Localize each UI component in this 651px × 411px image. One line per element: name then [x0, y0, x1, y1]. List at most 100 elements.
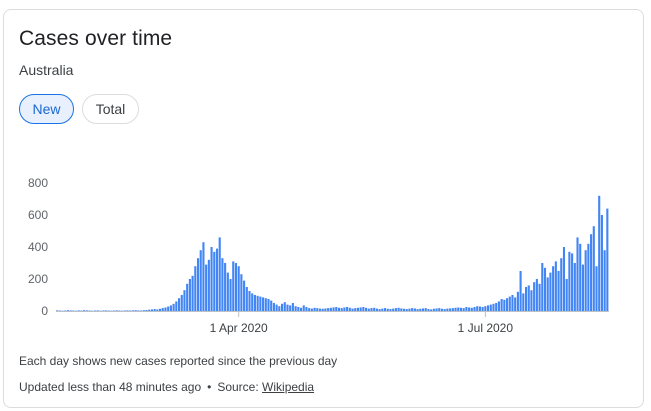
case-bar[interactable]	[145, 310, 148, 311]
case-bar[interactable]	[140, 310, 143, 312]
case-bar[interactable]	[194, 266, 197, 311]
case-bar[interactable]	[278, 306, 281, 311]
case-bar[interactable]	[557, 271, 560, 311]
case-bar[interactable]	[221, 258, 224, 311]
case-bar[interactable]	[487, 305, 490, 311]
case-bar[interactable]	[256, 295, 259, 311]
case-bar[interactable]	[533, 282, 536, 311]
case-bar[interactable]	[318, 308, 322, 311]
case-bar[interactable]	[240, 274, 243, 311]
case-bar[interactable]	[359, 307, 362, 311]
case-bar[interactable]	[159, 308, 162, 311]
case-bar[interactable]	[332, 307, 335, 311]
case-bar[interactable]	[587, 243, 590, 311]
case-bar[interactable]	[207, 259, 210, 311]
case-bar[interactable]	[579, 243, 582, 311]
case-bar[interactable]	[148, 309, 151, 311]
case-bar[interactable]	[397, 307, 400, 311]
case-bar[interactable]	[324, 308, 327, 311]
case-bar[interactable]	[402, 308, 406, 311]
case-bar[interactable]	[468, 307, 471, 311]
case-bar[interactable]	[565, 279, 568, 311]
case-bar[interactable]	[438, 308, 441, 311]
case-bar[interactable]	[546, 277, 549, 311]
case-bar[interactable]	[389, 309, 392, 311]
case-bar[interactable]	[346, 307, 349, 311]
case-bar[interactable]	[470, 307, 473, 311]
case-bar[interactable]	[289, 305, 292, 311]
case-bar[interactable]	[378, 309, 381, 311]
case-bar[interactable]	[465, 307, 468, 311]
case-bar[interactable]	[508, 296, 511, 311]
case-bar[interactable]	[191, 275, 194, 311]
case-bar[interactable]	[443, 309, 446, 311]
case-bar[interactable]	[131, 310, 135, 312]
case-bar[interactable]	[150, 309, 153, 311]
case-bar[interactable]	[210, 247, 213, 311]
case-bar[interactable]	[253, 295, 256, 311]
case-bar[interactable]	[543, 267, 547, 311]
case-bar[interactable]	[394, 308, 397, 311]
case-bar[interactable]	[83, 310, 86, 311]
case-bar[interactable]	[88, 310, 91, 312]
case-bar[interactable]	[186, 283, 189, 311]
case-bar[interactable]	[259, 296, 262, 311]
case-bar[interactable]	[264, 298, 267, 311]
case-bar[interactable]	[251, 293, 254, 311]
case-bar[interactable]	[590, 234, 593, 311]
case-bar[interactable]	[538, 283, 541, 311]
case-bar[interactable]	[584, 250, 587, 311]
case-bar[interactable]	[549, 272, 552, 311]
case-bar[interactable]	[505, 298, 509, 311]
case-bar[interactable]	[535, 279, 538, 311]
case-bar[interactable]	[226, 272, 229, 311]
case-bar[interactable]	[481, 307, 484, 311]
case-bar[interactable]	[243, 280, 246, 311]
case-bar[interactable]	[457, 307, 460, 311]
case-bar[interactable]	[462, 308, 465, 311]
case-bar[interactable]	[262, 297, 265, 311]
case-bar[interactable]	[541, 263, 544, 311]
case-bar[interactable]	[275, 304, 278, 311]
case-bar[interactable]	[354, 308, 357, 311]
case-bar[interactable]	[524, 287, 528, 311]
case-bar[interactable]	[516, 291, 519, 311]
case-bar[interactable]	[365, 307, 368, 311]
case-bar[interactable]	[218, 237, 221, 311]
case-bar[interactable]	[606, 208, 609, 311]
case-bar[interactable]	[167, 306, 170, 311]
case-bar[interactable]	[576, 237, 579, 311]
case-bar[interactable]	[449, 308, 452, 311]
case-bar[interactable]	[430, 309, 433, 311]
case-bar[interactable]	[367, 308, 370, 311]
case-bar[interactable]	[286, 304, 289, 311]
case-bar[interactable]	[245, 287, 248, 311]
case-bar[interactable]	[459, 307, 463, 311]
case-bar[interactable]	[80, 310, 83, 312]
case-bar[interactable]	[478, 306, 481, 311]
case-bar[interactable]	[381, 308, 384, 311]
case-bar[interactable]	[302, 305, 305, 311]
case-bar[interactable]	[337, 307, 341, 311]
case-bar[interactable]	[603, 250, 606, 311]
case-bar[interactable]	[161, 308, 164, 311]
case-bar[interactable]	[497, 301, 500, 311]
case-bar[interactable]	[571, 253, 574, 311]
case-bar[interactable]	[291, 303, 294, 311]
case-bar[interactable]	[411, 308, 414, 311]
case-bar[interactable]	[435, 308, 438, 311]
case-bar[interactable]	[248, 291, 251, 311]
case-bar[interactable]	[232, 261, 235, 311]
case-bar[interactable]	[313, 307, 316, 311]
case-bar[interactable]	[592, 226, 595, 311]
case-bar[interactable]	[123, 310, 126, 312]
case-bar[interactable]	[573, 263, 576, 311]
case-bar[interactable]	[400, 308, 403, 311]
case-bar[interactable]	[267, 299, 270, 311]
case-bar[interactable]	[234, 263, 238, 311]
case-bar[interactable]	[335, 307, 338, 311]
case-bar[interactable]	[514, 297, 517, 311]
case-bar[interactable]	[142, 310, 145, 311]
case-bar[interactable]	[224, 263, 227, 311]
case-bar[interactable]	[64, 310, 67, 312]
